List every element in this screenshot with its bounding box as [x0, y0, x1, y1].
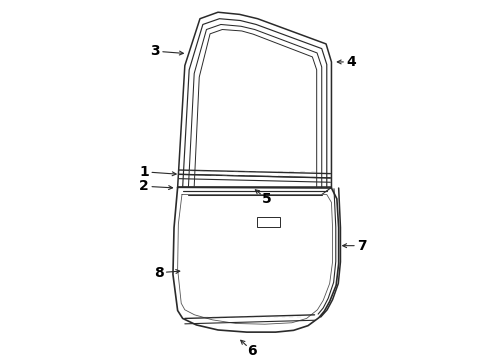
Bar	[257, 217, 280, 227]
Text: 5: 5	[262, 192, 271, 206]
Text: 8: 8	[154, 266, 163, 280]
Text: 4: 4	[346, 55, 356, 69]
Text: 1: 1	[139, 165, 149, 179]
Text: 7: 7	[357, 239, 367, 253]
Text: 6: 6	[247, 344, 257, 358]
Text: 2: 2	[139, 179, 149, 193]
Text: 3: 3	[150, 44, 160, 58]
